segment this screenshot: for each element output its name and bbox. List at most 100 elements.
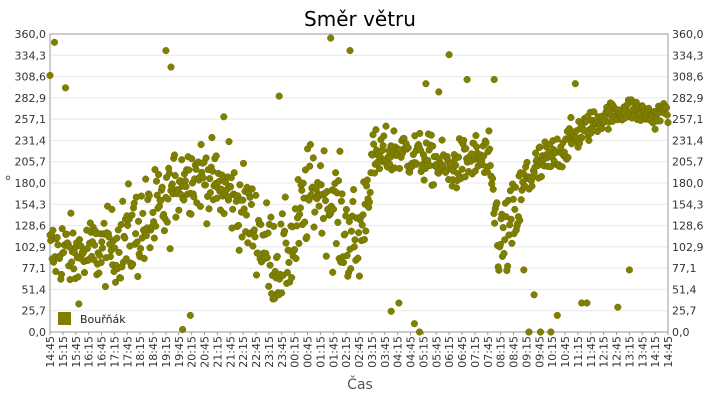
- scatter-point: [311, 208, 319, 216]
- scatter-point: [263, 254, 271, 262]
- scatter-point: [516, 216, 524, 224]
- scatter-point: [115, 248, 123, 256]
- scatter-point: [128, 211, 136, 219]
- scatter-point: [354, 254, 362, 262]
- scatter-point: [455, 153, 463, 161]
- scatter-point: [205, 205, 213, 213]
- scatter-point: [520, 266, 528, 274]
- scatter-point: [130, 199, 138, 207]
- scatter-point: [351, 236, 359, 244]
- x-tick-label: 11:15: [572, 336, 585, 368]
- scatter-point: [116, 274, 125, 282]
- scatter-point: [480, 152, 488, 160]
- scatter-point: [537, 173, 545, 181]
- scatter-point: [181, 177, 189, 185]
- scatter-point: [590, 108, 598, 116]
- x-tick-label: 14:45: [44, 336, 57, 368]
- scatter-point: [490, 75, 498, 84]
- scatter-point: [150, 234, 158, 242]
- scatter-point: [299, 179, 307, 187]
- y-tick-label-right: 128,6: [672, 220, 704, 233]
- scatter-point: [315, 202, 323, 210]
- scatter-point: [663, 111, 671, 119]
- x-tick-label: 00:45: [302, 336, 315, 368]
- scatter-point: [108, 205, 116, 213]
- scatter-point: [296, 204, 304, 212]
- scatter-point: [295, 239, 303, 247]
- scatter-point: [415, 328, 424, 336]
- scatter-point: [62, 230, 71, 238]
- scatter-point: [320, 147, 328, 155]
- scatter-point: [517, 196, 525, 204]
- y-tick-label-right: 231,4: [672, 134, 704, 147]
- scatter-point: [366, 188, 374, 196]
- scatter-point: [346, 47, 354, 55]
- scatter-point: [296, 210, 304, 218]
- scatter-point: [530, 291, 538, 299]
- y-tick-label: 308,6: [15, 71, 47, 84]
- scatter-point: [486, 145, 494, 153]
- scatter-point: [96, 251, 104, 259]
- scatter-point: [507, 215, 515, 223]
- scatter-point: [251, 233, 259, 241]
- y-tick-label-right: 0,0: [672, 326, 690, 339]
- scatter-point: [511, 183, 520, 191]
- x-tick-label: 20:45: [199, 336, 212, 368]
- scatter-point: [220, 113, 228, 121]
- x-tick-label: 13:15: [623, 336, 636, 368]
- x-tick-label: 22:15: [237, 336, 250, 368]
- y-tick-label-right: 282,9: [672, 92, 704, 105]
- scatter-point: [172, 213, 180, 221]
- scatter-point: [152, 177, 161, 185]
- scatter-point: [190, 193, 198, 201]
- scatter-point: [75, 300, 83, 308]
- scatter-point: [158, 183, 166, 191]
- scatter-point: [164, 195, 172, 203]
- scatter-point: [528, 182, 536, 190]
- y-tick-label: 180,0: [15, 177, 47, 190]
- x-tick-label: 14:45: [662, 336, 675, 368]
- scatter-point: [74, 273, 82, 281]
- y-tick-label: 51,4: [22, 283, 47, 296]
- scatter-point: [187, 210, 195, 218]
- scatter-point: [504, 262, 512, 270]
- scatter-point: [50, 38, 59, 46]
- scatter-point: [199, 174, 207, 182]
- scatter-point: [196, 202, 204, 210]
- scatter-point: [129, 260, 137, 268]
- scatter-point: [390, 127, 398, 135]
- scatter-point: [249, 242, 257, 250]
- scatter-point: [496, 240, 504, 248]
- scatter-point: [98, 244, 107, 252]
- scatter-point: [334, 177, 343, 185]
- x-tick-label: 20:15: [186, 336, 199, 368]
- x-tick-label: 17:45: [121, 336, 134, 368]
- scatter-point: [310, 223, 318, 231]
- scatter-point: [265, 282, 273, 290]
- scatter-point: [60, 248, 68, 256]
- x-tick-label: 18:15: [134, 336, 147, 368]
- scatter-point: [298, 186, 306, 194]
- scatter-point: [358, 221, 366, 229]
- scatter-point: [133, 238, 141, 246]
- scatter-point: [420, 176, 428, 184]
- x-tick-label: 03:45: [379, 336, 392, 368]
- scatter-point: [362, 227, 370, 235]
- scatter-point: [97, 258, 105, 267]
- x-tick-label: 02:45: [353, 336, 366, 368]
- scatter-point: [347, 227, 355, 235]
- scatter-point: [101, 282, 109, 291]
- scatter-point: [100, 219, 108, 227]
- scatter-point: [162, 47, 170, 55]
- scatter-point: [113, 234, 121, 242]
- scatter-point: [278, 289, 286, 297]
- x-tick-label: 16:45: [96, 336, 109, 368]
- scatter-point: [139, 209, 147, 217]
- scatter-point: [370, 169, 379, 177]
- scatter-point: [281, 193, 289, 201]
- chart-title: Směr větru: [304, 7, 416, 31]
- scatter-point: [395, 299, 403, 307]
- x-tick-label: 06:45: [456, 336, 469, 368]
- scatter-point: [355, 272, 363, 280]
